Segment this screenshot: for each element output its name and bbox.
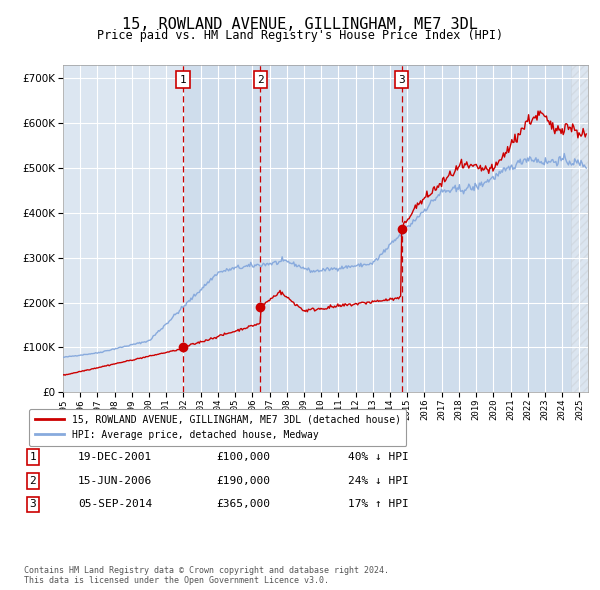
Text: 19-DEC-2001: 19-DEC-2001 [78, 453, 152, 462]
Text: 1: 1 [29, 453, 37, 462]
Text: 05-SEP-2014: 05-SEP-2014 [78, 500, 152, 509]
Text: 40% ↓ HPI: 40% ↓ HPI [348, 453, 409, 462]
Bar [183, 65, 260, 392]
Legend: 15, ROWLAND AVENUE, GILLINGHAM, ME7 3DL (detached house), HPI: Average price, de: 15, ROWLAND AVENUE, GILLINGHAM, ME7 3DL … [29, 409, 406, 445]
Text: 3: 3 [398, 75, 405, 84]
Text: 15, ROWLAND AVENUE, GILLINGHAM, ME7 3DL: 15, ROWLAND AVENUE, GILLINGHAM, ME7 3DL [122, 17, 478, 31]
Text: 24% ↓ HPI: 24% ↓ HPI [348, 476, 409, 486]
Text: 17% ↑ HPI: 17% ↑ HPI [348, 500, 409, 509]
Bar [571, 65, 588, 392]
Bar [260, 65, 401, 392]
Bar [401, 65, 588, 392]
Text: 3: 3 [29, 500, 37, 509]
Text: Price paid vs. HM Land Registry's House Price Index (HPI): Price paid vs. HM Land Registry's House … [97, 30, 503, 42]
Text: 1: 1 [179, 75, 186, 84]
Text: 2: 2 [29, 476, 37, 486]
Text: 15-JUN-2006: 15-JUN-2006 [78, 476, 152, 486]
Text: 2: 2 [257, 75, 263, 84]
Text: £365,000: £365,000 [216, 500, 270, 509]
Text: £100,000: £100,000 [216, 453, 270, 462]
Text: £190,000: £190,000 [216, 476, 270, 486]
Text: Contains HM Land Registry data © Crown copyright and database right 2024.
This d: Contains HM Land Registry data © Crown c… [24, 566, 389, 585]
